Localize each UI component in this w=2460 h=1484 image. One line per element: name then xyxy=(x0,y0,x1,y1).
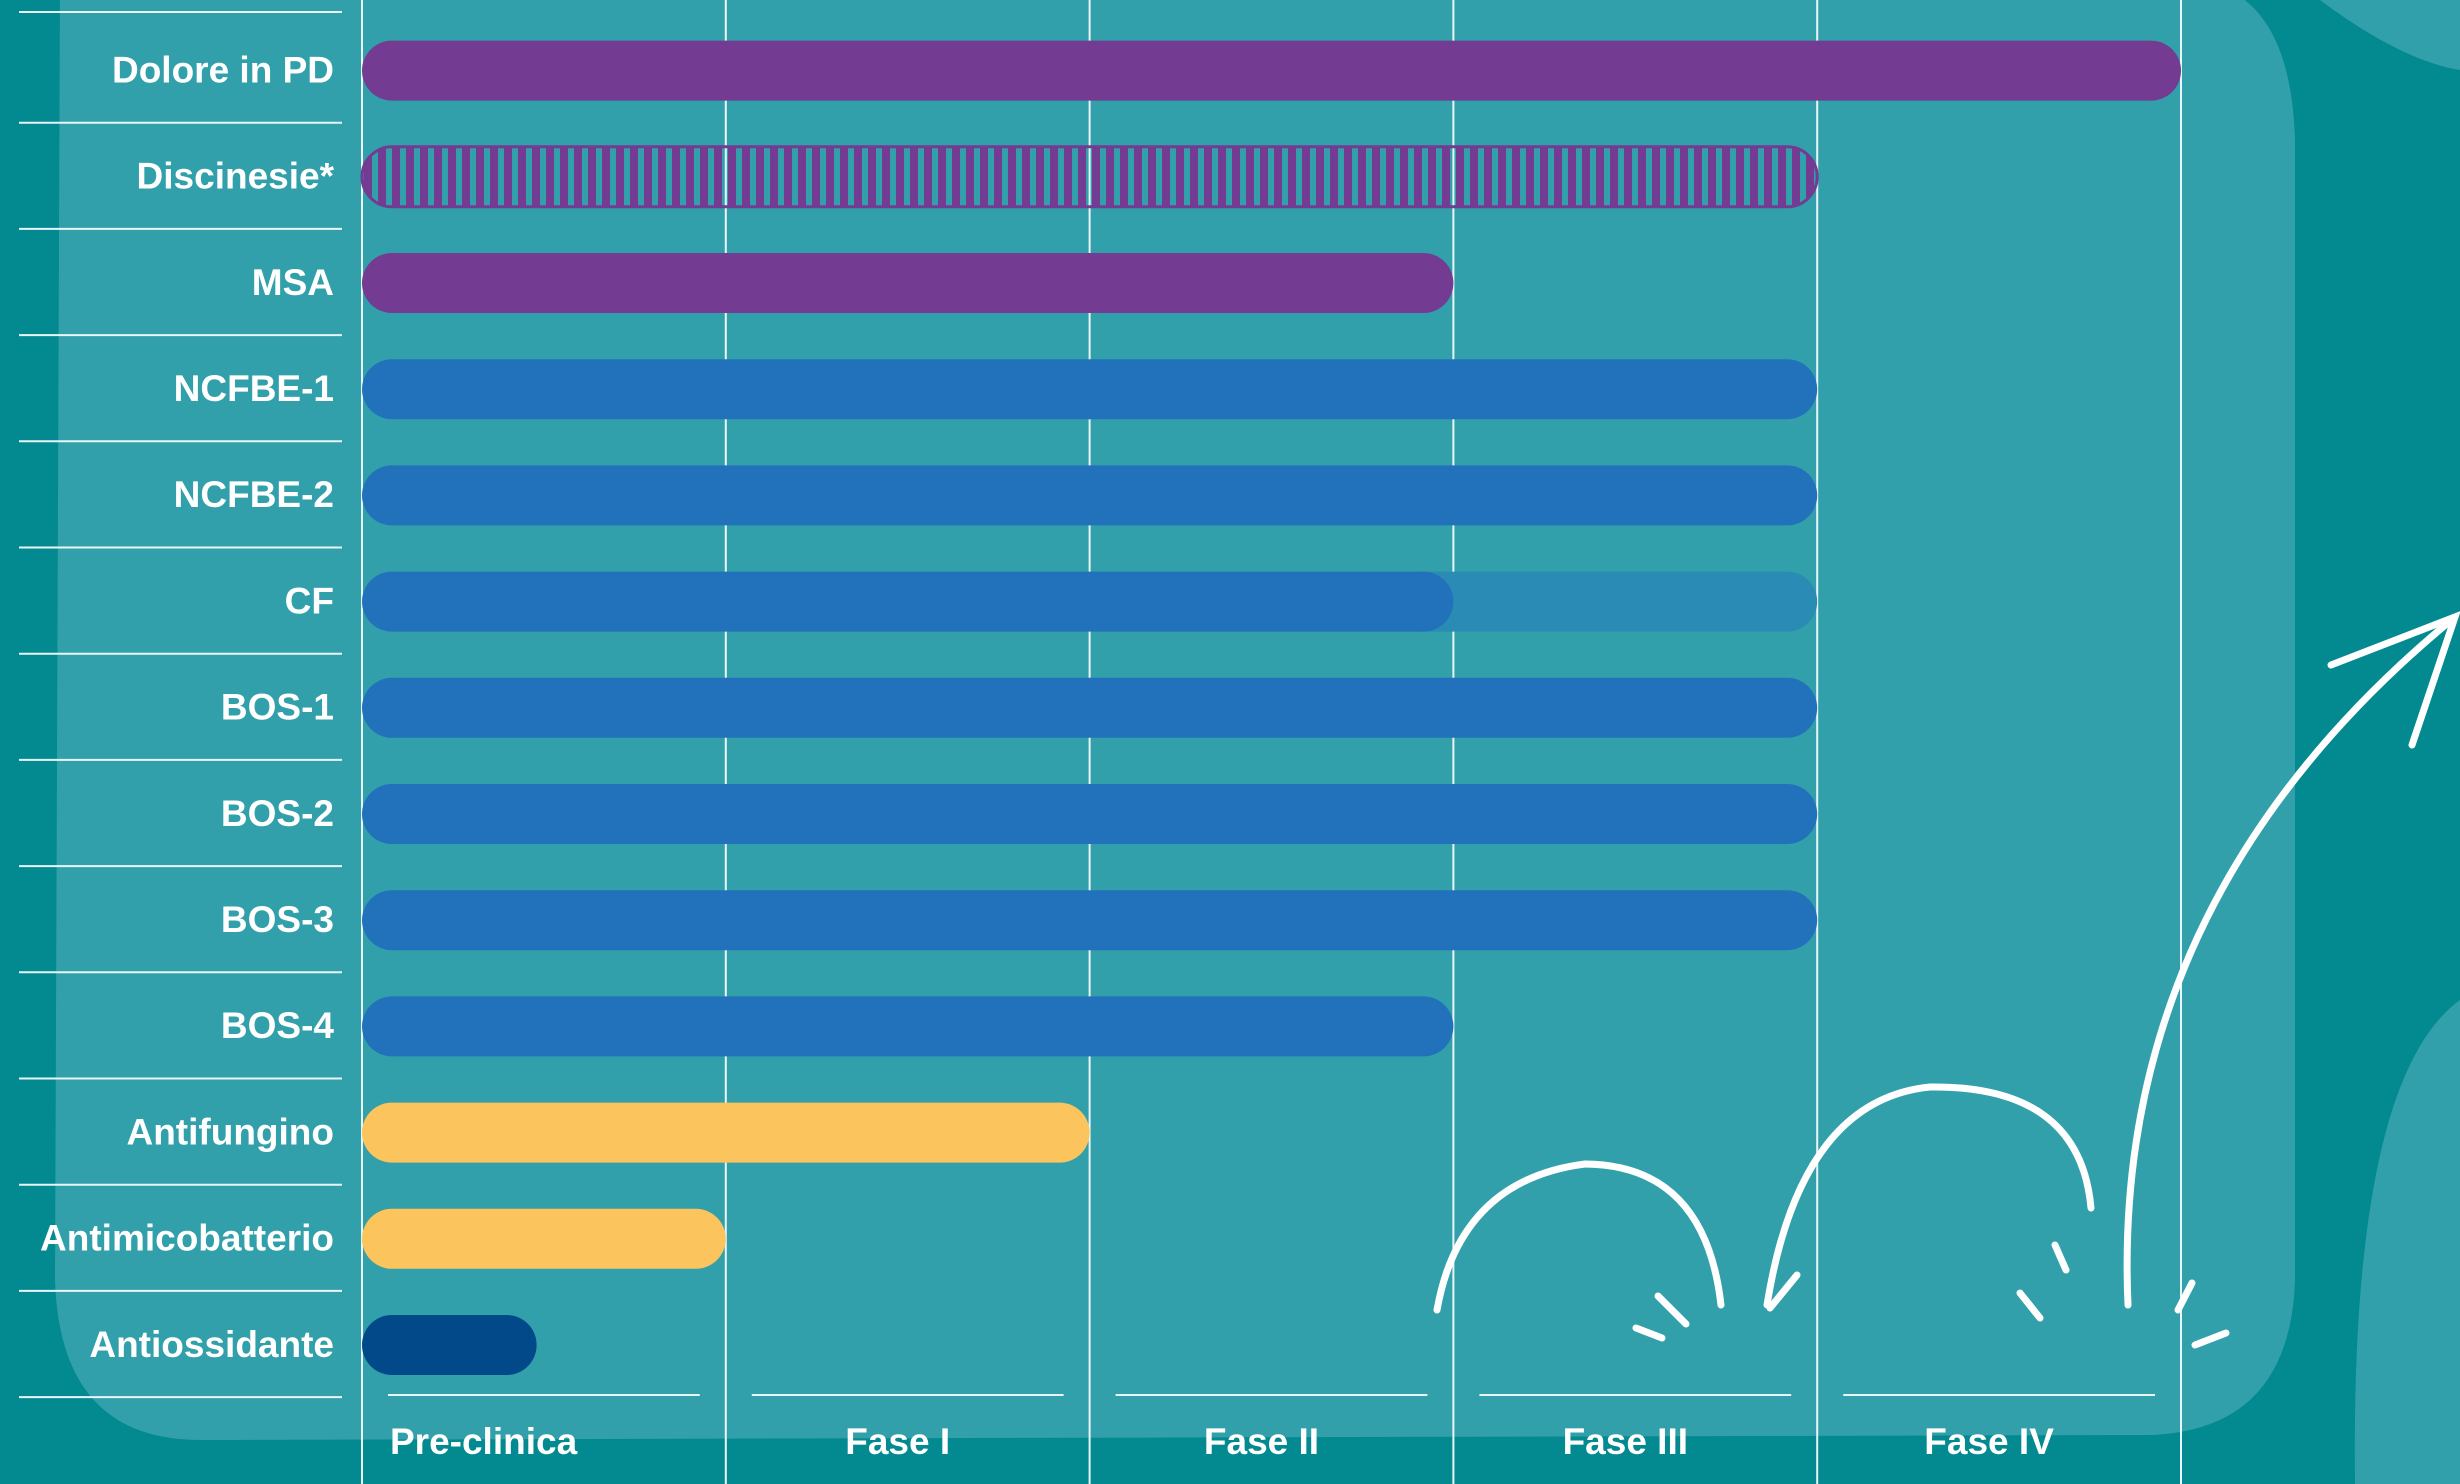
phase-label: Pre-clinica xyxy=(390,1421,578,1462)
bar xyxy=(362,1209,726,1269)
bar-extension xyxy=(1393,572,1817,632)
category-label: MSA xyxy=(252,262,334,303)
category-label: Antiossidante xyxy=(89,1324,334,1365)
phase-label: Fase IV xyxy=(1924,1421,2054,1462)
category-label: Antifungino xyxy=(126,1111,334,1152)
category-label: BOS-3 xyxy=(221,899,334,940)
bar xyxy=(362,784,1817,844)
category-label: Discinesie* xyxy=(137,156,335,197)
bar xyxy=(362,465,1817,525)
bar xyxy=(362,890,1817,950)
category-label: BOS-1 xyxy=(221,687,334,728)
bar xyxy=(362,1315,537,1375)
bar xyxy=(362,572,1453,632)
category-label: Antimicobatterio xyxy=(40,1218,334,1259)
bar xyxy=(362,678,1817,738)
category-label: BOS-4 xyxy=(221,1005,335,1046)
bar xyxy=(362,253,1453,313)
category-label: NCFBE-2 xyxy=(174,474,334,515)
bar xyxy=(362,41,2181,101)
chart: Pre-clinica Fase I Fase II Fase III Fase IV D… xyxy=(0,0,2460,1484)
category-label: NCFBE-1 xyxy=(174,368,334,409)
category-label: CF xyxy=(285,580,334,621)
bar xyxy=(362,359,1817,419)
bar xyxy=(362,996,1453,1056)
phase-label: Fase II xyxy=(1204,1421,1319,1462)
bar xyxy=(362,1103,1090,1163)
bar xyxy=(362,147,1817,207)
phase-label: Fase III xyxy=(1563,1421,1688,1462)
category-label: Dolore in PD xyxy=(112,49,334,90)
category-label: BOS-2 xyxy=(221,793,334,834)
phase-label: Fase I xyxy=(845,1421,950,1462)
